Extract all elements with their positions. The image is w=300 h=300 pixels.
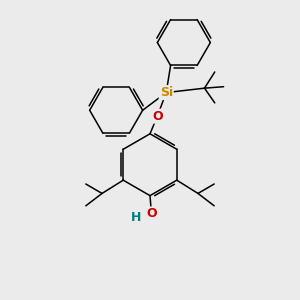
Text: H: H (131, 211, 141, 224)
Text: Si: Si (160, 86, 173, 99)
Text: O: O (152, 110, 163, 123)
Text: O: O (146, 207, 157, 220)
